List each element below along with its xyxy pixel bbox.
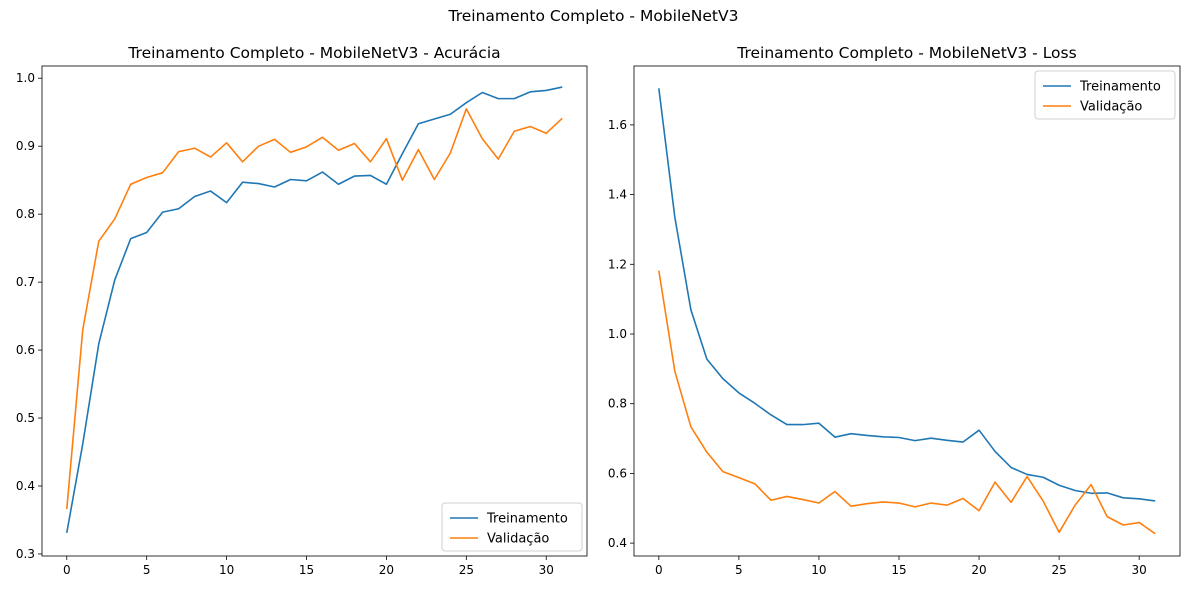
accuracy-x-tick-label: 10 [219,563,234,577]
loss-legend-label: Treinamento [1079,80,1161,95]
loss-chart: Treinamento Completo - MobileNetV3 - Los… [608,44,1181,577]
accuracy-y-tick-label: 0.5 [16,411,35,425]
loss-series-validacao-line [658,270,1156,535]
loss-y-tick-label: 0.4 [608,536,627,550]
loss-y-tick-label: 1.0 [608,327,627,341]
loss-x-tick-label: 10 [811,563,826,577]
accuracy-x-tick-label: 5 [143,563,151,577]
loss-x-tick-label: 15 [891,563,906,577]
loss-y-tick-label: 0.8 [608,397,627,411]
loss-legend: Treinamento Validação [1034,70,1176,120]
accuracy-y-tick-label: 0.3 [16,547,35,561]
loss-x-tick-label: 5 [735,563,743,577]
loss-legend-frame [1034,70,1176,120]
accuracy-y-tick-label: 0.7 [16,275,35,289]
accuracy-x-tick-label: 15 [299,563,314,577]
figure-suptitle: Treinamento Completo - MobileNetV3 [448,7,739,25]
accuracy-x-tick-label: 20 [379,563,394,577]
accuracy-y-tick-label: 1.0 [16,71,35,85]
accuracy-x-tick-label: 30 [539,563,554,577]
loss-y-tick-label: 0.6 [608,466,627,480]
loss-x-tick-label: 30 [1132,563,1147,577]
accuracy-x-tick-label: 25 [459,563,474,577]
loss-y-tick-label: 1.4 [608,188,627,202]
loss-series-treinamento-line [658,88,1156,502]
accuracy-y-tick-label: 0.9 [16,139,35,153]
loss-plot-frame [633,65,1181,557]
accuracy-series-treinamento-line [65,86,563,534]
loss-legend-label: Validação [1080,100,1142,115]
accuracy-legend-frame [441,502,583,552]
accuracy-y-tick-label: 0.6 [16,343,35,357]
accuracy-chart: Treinamento Completo - MobileNetV3 - Acu… [16,44,588,577]
accuracy-legend-label: Treinamento [486,512,568,527]
accuracy-chart-title: Treinamento Completo - MobileNetV3 - Acu… [127,44,500,62]
accuracy-plot-frame [41,65,588,557]
loss-x-tick-label: 20 [971,563,986,577]
loss-y-tick-label: 1.6 [608,118,627,132]
accuracy-y-tick-label: 0.8 [16,207,35,221]
accuracy-legend-label: Validação [487,532,549,547]
loss-x-tick-label: 0 [655,563,663,577]
accuracy-series-validacao-line [65,108,563,510]
loss-y-tick-label: 1.2 [608,257,627,271]
accuracy-y-tick-label: 0.4 [16,479,35,493]
loss-chart-title: Treinamento Completo - MobileNetV3 - Los… [736,44,1076,62]
accuracy-legend: Treinamento Validação [441,502,583,552]
accuracy-x-tick-label: 0 [63,563,71,577]
loss-x-tick-label: 25 [1051,563,1066,577]
